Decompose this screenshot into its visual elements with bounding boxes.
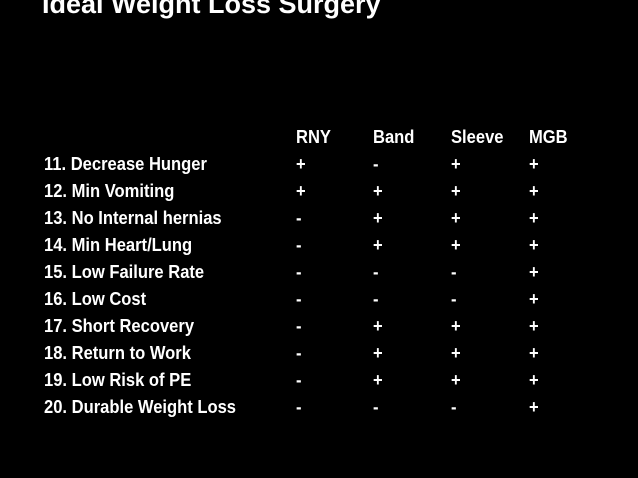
- cell: -: [296, 316, 302, 336]
- row-label: 17. Short Recovery: [44, 316, 195, 336]
- cell: +: [451, 316, 461, 336]
- cell: +: [373, 235, 383, 255]
- cell: +: [373, 181, 383, 201]
- cell: +: [529, 235, 539, 255]
- cell: +: [373, 208, 383, 228]
- cell: -: [296, 235, 302, 255]
- cell: +: [451, 181, 461, 201]
- row-label: 20. Durable Weight Loss: [44, 397, 237, 417]
- cell: +: [529, 343, 539, 363]
- column-header: Sleeve: [451, 127, 504, 147]
- cell: +: [373, 343, 383, 363]
- row-label: 16. Low Cost: [44, 289, 147, 309]
- cell: +: [529, 154, 539, 174]
- row-label: 13. No Internal hernias: [44, 208, 222, 228]
- row-label: 11. Decrease Hunger: [44, 154, 207, 174]
- cell: +: [529, 397, 539, 417]
- column-header: MGB: [529, 127, 568, 147]
- row-label: 18. Return to Work: [44, 343, 191, 363]
- cell: -: [373, 289, 379, 309]
- cell: -: [451, 262, 457, 282]
- cell: -: [373, 154, 379, 174]
- cell: +: [296, 181, 306, 201]
- cell: +: [451, 154, 461, 174]
- slide-title: Ideal Weight Loss Surgery: [42, 0, 381, 19]
- cell: -: [373, 262, 379, 282]
- column-header: RNY: [296, 127, 331, 147]
- cell: -: [373, 397, 379, 417]
- column-header: Band: [373, 127, 415, 147]
- cell: +: [373, 316, 383, 336]
- cell: +: [529, 208, 539, 228]
- cell: +: [451, 208, 461, 228]
- cell: -: [296, 289, 302, 309]
- cell: -: [296, 370, 302, 390]
- cell: +: [296, 154, 306, 174]
- cell: -: [296, 397, 302, 417]
- row-label: 14. Min Heart/Lung: [44, 235, 193, 255]
- cell: -: [296, 208, 302, 228]
- row-label: 15. Low Failure Rate: [44, 262, 205, 282]
- row-label: 19. Low Risk of PE: [44, 370, 192, 390]
- row-label: 12. Min Vomiting: [44, 181, 175, 201]
- cell: +: [529, 289, 539, 309]
- cell: +: [451, 370, 461, 390]
- cell: -: [296, 262, 302, 282]
- cell: +: [373, 370, 383, 390]
- cell: -: [451, 289, 457, 309]
- cell: +: [451, 235, 461, 255]
- cell: -: [451, 397, 457, 417]
- cell: -: [296, 343, 302, 363]
- cell: +: [451, 343, 461, 363]
- cell: +: [529, 316, 539, 336]
- cell: +: [529, 181, 539, 201]
- cell: +: [529, 370, 539, 390]
- cell: +: [529, 262, 539, 282]
